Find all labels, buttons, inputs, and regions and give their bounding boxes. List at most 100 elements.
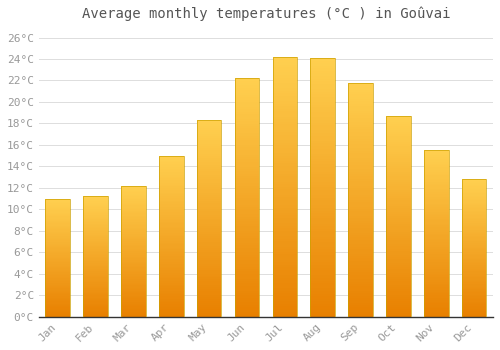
Bar <box>46 253 70 254</box>
Bar <box>197 144 222 146</box>
Bar <box>84 293 108 294</box>
Bar <box>272 135 297 138</box>
Bar <box>310 107 335 110</box>
Bar <box>234 307 260 310</box>
Bar <box>159 231 184 233</box>
Bar <box>462 226 486 228</box>
Bar <box>121 296 146 297</box>
Bar <box>424 187 448 189</box>
Bar <box>46 218 70 219</box>
Bar <box>310 247 335 250</box>
Bar <box>234 169 260 171</box>
Bar <box>159 164 184 165</box>
Bar <box>310 205 335 208</box>
Bar <box>159 293 184 294</box>
Bar <box>272 202 297 205</box>
Bar <box>310 244 335 247</box>
Bar <box>197 167 222 169</box>
Bar <box>310 312 335 314</box>
Bar <box>310 61 335 63</box>
Bar <box>310 270 335 273</box>
Bar <box>348 136 373 139</box>
Bar <box>197 132 222 134</box>
Bar <box>197 136 222 138</box>
Bar <box>84 276 108 277</box>
Bar <box>462 304 486 306</box>
Bar <box>234 250 260 252</box>
Bar <box>424 267 448 268</box>
Bar <box>272 195 297 197</box>
Bar <box>121 280 146 281</box>
Bar <box>272 119 297 122</box>
Bar <box>310 169 335 172</box>
Bar <box>272 309 297 312</box>
Bar <box>272 98 297 101</box>
Bar <box>46 251 70 252</box>
Bar <box>462 179 486 317</box>
Bar <box>234 300 260 302</box>
Bar <box>424 282 448 284</box>
Bar <box>348 97 373 99</box>
Bar <box>159 283 184 285</box>
Bar <box>424 262 448 264</box>
Bar <box>424 165 448 167</box>
Bar <box>234 207 260 210</box>
Bar <box>310 161 335 164</box>
Bar <box>84 203 108 204</box>
Bar <box>46 273 70 274</box>
Bar <box>84 311 108 312</box>
Bar <box>234 181 260 183</box>
Bar <box>197 244 222 246</box>
Bar <box>234 131 260 133</box>
Bar <box>84 225 108 226</box>
Bar <box>424 259 448 260</box>
Bar <box>424 280 448 282</box>
Bar <box>310 74 335 76</box>
Bar <box>84 196 108 317</box>
Bar <box>424 217 448 218</box>
Bar <box>84 266 108 267</box>
Bar <box>386 162 410 164</box>
Bar <box>46 219 70 220</box>
Bar <box>348 178 373 181</box>
Bar <box>159 298 184 299</box>
Bar <box>310 81 335 84</box>
Bar <box>197 209 222 211</box>
Bar <box>424 174 448 175</box>
Bar <box>197 215 222 217</box>
Bar <box>84 286 108 287</box>
Bar <box>159 215 184 217</box>
Bar <box>272 197 297 200</box>
Bar <box>424 290 448 292</box>
Bar <box>272 75 297 78</box>
Bar <box>310 146 335 148</box>
Bar <box>84 312 108 313</box>
Bar <box>272 275 297 278</box>
Bar <box>234 202 260 205</box>
Bar <box>84 245 108 246</box>
Bar <box>424 225 448 227</box>
Bar <box>46 233 70 234</box>
Bar <box>424 150 448 317</box>
Bar <box>386 245 410 246</box>
Bar <box>159 161 184 162</box>
Bar <box>234 83 260 85</box>
Bar <box>159 262 184 264</box>
Bar <box>348 111 373 113</box>
Bar <box>234 85 260 88</box>
Bar <box>234 236 260 238</box>
Bar <box>159 207 184 209</box>
Bar <box>386 142 410 144</box>
Bar <box>159 199 184 201</box>
Bar <box>462 205 486 207</box>
Bar <box>159 178 184 180</box>
Bar <box>272 314 297 317</box>
Bar <box>46 242 70 244</box>
Bar <box>234 100 260 102</box>
Bar <box>462 190 486 192</box>
Bar <box>197 285 222 287</box>
Bar <box>462 182 486 183</box>
Bar <box>197 226 222 228</box>
Bar <box>462 275 486 277</box>
Bar <box>310 198 335 200</box>
